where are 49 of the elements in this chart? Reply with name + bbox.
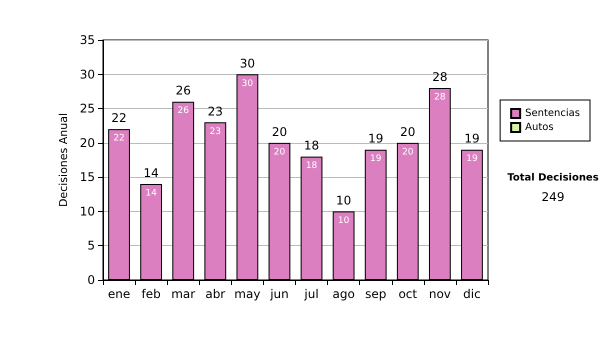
x-tick-label: dic	[463, 287, 481, 301]
text: 249	[542, 190, 564, 204]
data-label: 18	[306, 161, 318, 172]
data-label: 20	[274, 147, 286, 158]
x-tick-label: nov	[428, 287, 451, 301]
y-tick-label: 0	[87, 273, 95, 287]
y-tick-label: 5	[87, 238, 95, 253]
data-label: 28	[434, 92, 446, 102]
y-tick-label: 25	[80, 102, 95, 116]
x-tick-label: jun	[269, 287, 289, 301]
total-label: 22	[111, 111, 127, 126]
x-tick-label: oct	[398, 287, 418, 301]
legend-label: Autos	[525, 122, 554, 133]
y-axis-title: Decisiones Anual	[56, 112, 70, 208]
data-label: 26	[177, 106, 190, 116]
x-tick-label: sep	[365, 287, 386, 301]
y-tick-label: 10	[80, 204, 95, 218]
data-label: 30	[242, 78, 254, 89]
y-tick-label: 15	[80, 170, 95, 184]
data-label: 23	[210, 126, 222, 137]
total-label: 30	[240, 56, 256, 70]
x-tick-label: ago	[332, 287, 355, 301]
total-label: 26	[176, 84, 191, 98]
data-label: 19	[370, 154, 382, 164]
x-tick-label: jul	[303, 287, 319, 301]
total-label: 10	[336, 193, 352, 208]
total-label: 20	[272, 124, 288, 139]
total-label: 23	[208, 104, 223, 118]
text: Total Decisiones	[507, 172, 599, 184]
x-tick-label: mar	[171, 287, 196, 301]
data-label: 10	[338, 216, 350, 226]
y-tick-label: 20	[80, 136, 95, 150]
data-label: 22	[113, 134, 125, 144]
x-tick-label: abr	[205, 287, 226, 301]
legend-label: Sentencias	[525, 108, 580, 119]
total-label: 18	[304, 138, 320, 153]
x-tick-label: ene	[108, 287, 130, 301]
x-tick-label: may	[234, 287, 260, 301]
y-tick-label: 30	[80, 67, 95, 82]
data-label: 20	[402, 147, 414, 158]
y-tick-label: 35	[80, 33, 95, 47]
total-label: 19	[464, 132, 480, 146]
total-label: 14	[143, 166, 159, 180]
total-label: 20	[400, 124, 416, 139]
x-tick-label: feb	[142, 287, 161, 301]
data-label: 19	[466, 154, 478, 164]
total-label: 28	[432, 70, 448, 84]
data-label: 14	[145, 188, 158, 198]
total-label: 19	[368, 132, 384, 146]
